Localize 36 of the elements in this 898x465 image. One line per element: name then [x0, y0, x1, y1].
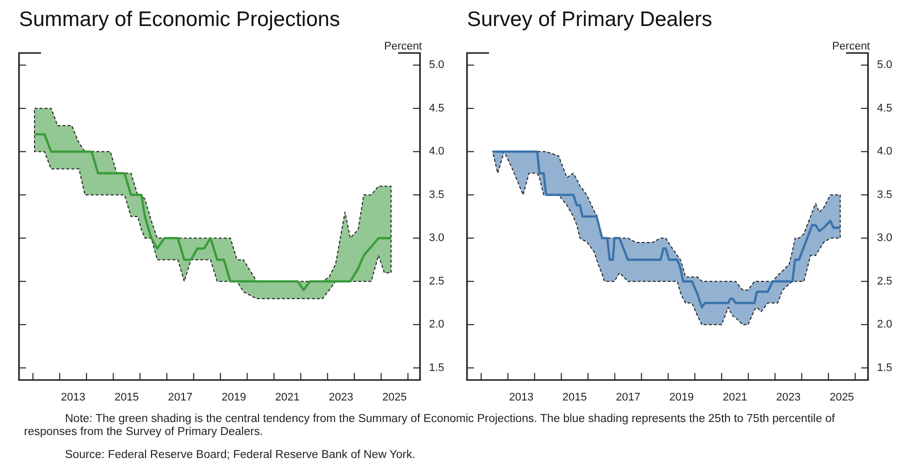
- x-tick-label: 2023: [776, 392, 801, 404]
- y-axis-title: Percent: [832, 40, 870, 53]
- source-note: Source: Federal Reserve Board; Federal Reserve Bank of New York.: [64, 449, 416, 462]
- x-tick-label: 2025: [830, 392, 854, 404]
- chart-title: Survey of Primary Dealers: [467, 8, 712, 32]
- x-tick-label: 2013: [60, 392, 86, 404]
- y-tick-label: 2.0: [429, 318, 444, 331]
- y-tick-label: 2.5: [429, 275, 444, 288]
- y-tick-label: 4.5: [877, 102, 892, 114]
- x-tick-label: 2019: [669, 392, 694, 404]
- y-tick-label: 3.5: [429, 188, 444, 201]
- y-axis-title: Percent: [384, 40, 422, 53]
- x-tick-label: 2015: [562, 392, 587, 404]
- y-tick-label: 3.0: [877, 232, 892, 244]
- y-tick-label: 5.0: [429, 59, 444, 72]
- x-tick-label: 2013: [508, 392, 534, 404]
- y-tick-label: 4.0: [429, 146, 444, 158]
- y-tick-label: 2.0: [877, 318, 892, 331]
- x-tick-label: 2017: [616, 392, 640, 404]
- x-tick-label: 2021: [722, 392, 748, 404]
- x-tick-label: 2025: [382, 392, 407, 404]
- x-tick-label: 2023: [328, 392, 354, 404]
- y-tick-label: 4.5: [429, 102, 444, 114]
- y-tick-label: 5.0: [877, 59, 892, 72]
- text: Note: The green shading is the central tendency from the Summary of Economic Projections. The blue shading represents the 25th to 75th percentile of responses from the Survey of Primary Dealers.: [24, 413, 836, 439]
- chart-title: Summary of Economic Projections: [19, 8, 340, 32]
- x-tick-label: 2015: [114, 392, 139, 404]
- y-tick-label: 4.0: [877, 146, 892, 158]
- y-tick-label: 2.5: [877, 275, 892, 288]
- x-tick-label: 2021: [275, 392, 300, 404]
- y-tick-label: 1.5: [429, 362, 444, 374]
- x-tick-label: 2019: [222, 392, 246, 404]
- x-tick-label: 2017: [168, 392, 192, 404]
- y-tick-label: 3.0: [429, 232, 444, 244]
- y-tick-label: 1.5: [877, 362, 892, 374]
- y-tick-label: 3.5: [877, 188, 892, 201]
